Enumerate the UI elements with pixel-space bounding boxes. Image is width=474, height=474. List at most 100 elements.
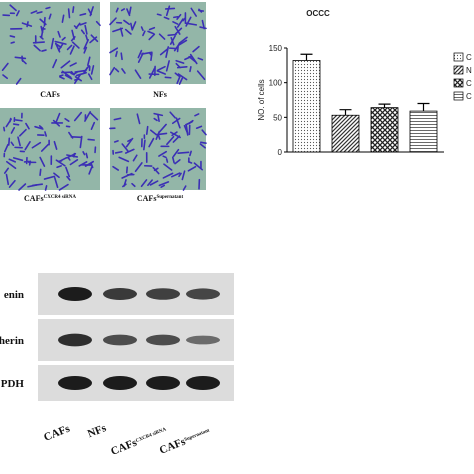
- cell: [159, 48, 169, 56]
- cell: [181, 170, 186, 181]
- cell: [120, 8, 126, 12]
- cell: [185, 16, 192, 27]
- cell: [83, 38, 90, 50]
- cell: [189, 150, 192, 157]
- cell: [48, 13, 52, 20]
- cell: [25, 122, 30, 130]
- cell: [170, 131, 181, 139]
- cell: [9, 117, 12, 123]
- cell: [177, 151, 190, 154]
- cell: [174, 159, 181, 165]
- cell: [50, 37, 55, 50]
- cell: [165, 158, 169, 163]
- cell: [61, 36, 66, 41]
- cell: [52, 59, 58, 69]
- cell: [120, 52, 123, 61]
- bar: [370, 107, 399, 153]
- cell: [19, 128, 27, 137]
- row-label: PDH: [1, 378, 25, 390]
- cell: [172, 21, 179, 25]
- cell: [9, 4, 17, 12]
- cell: [173, 43, 180, 52]
- cell: [166, 135, 175, 146]
- cell: [189, 53, 198, 65]
- cell: [39, 168, 42, 177]
- cell: [147, 179, 153, 187]
- cell: [88, 166, 93, 175]
- cell: [33, 44, 41, 52]
- cell: [79, 135, 83, 149]
- band: [58, 333, 92, 347]
- band: [186, 335, 220, 345]
- cell: [56, 165, 62, 169]
- cell: [90, 121, 96, 131]
- cell: [113, 140, 119, 143]
- cell: [126, 8, 131, 17]
- cell: [176, 13, 182, 20]
- cell: [43, 175, 56, 180]
- legend-swatch: [453, 52, 464, 62]
- y-tick-label: 150: [269, 44, 283, 53]
- cell: [32, 41, 45, 44]
- cell: [113, 117, 122, 121]
- label-text: CAFs: [137, 194, 157, 203]
- cell: [158, 123, 167, 133]
- cell: [172, 148, 180, 158]
- cell: [43, 16, 46, 27]
- band: [58, 376, 92, 390]
- cell: [45, 6, 51, 10]
- bar: [409, 110, 438, 153]
- cell: [155, 132, 168, 136]
- cell: [85, 152, 89, 159]
- label-text: NFs: [153, 90, 167, 99]
- cell: [79, 22, 87, 26]
- band: [103, 334, 137, 346]
- cell: [78, 161, 88, 167]
- cell: [140, 26, 144, 32]
- cell: [134, 162, 143, 173]
- cell: [59, 76, 65, 80]
- cell: [17, 136, 21, 147]
- bar: [292, 60, 321, 153]
- cell: [176, 18, 184, 28]
- cell: [54, 40, 67, 45]
- cell: [177, 73, 188, 81]
- cell: [61, 14, 65, 23]
- cell: [15, 10, 20, 17]
- cell: [190, 7, 197, 17]
- cell: [119, 27, 124, 37]
- cell: [65, 166, 71, 178]
- label-text: CAFs: [42, 422, 72, 443]
- y-tick-label: 0: [278, 148, 283, 157]
- cell: [143, 139, 146, 151]
- micrograph: [0, 108, 100, 190]
- cell: [174, 25, 181, 35]
- cell: [60, 60, 71, 69]
- cell: [123, 19, 130, 26]
- cell: [158, 181, 170, 187]
- cell: [162, 155, 167, 159]
- legend-label: C: [466, 92, 472, 101]
- cell: [74, 78, 80, 81]
- cell: [156, 13, 162, 16]
- cell: [115, 7, 119, 13]
- cell: [167, 33, 177, 37]
- lane-label: NFs: [86, 422, 109, 440]
- cell: [121, 143, 129, 152]
- cell: [169, 111, 176, 119]
- cell: [194, 113, 200, 117]
- cell: [193, 162, 203, 171]
- bar: [331, 114, 360, 153]
- cell: [90, 65, 95, 75]
- band: [103, 376, 137, 390]
- cell: [28, 160, 32, 166]
- cell: [195, 125, 203, 130]
- cell: [152, 166, 160, 175]
- cell: [84, 160, 95, 167]
- cell: [71, 41, 80, 49]
- cell: [121, 172, 133, 179]
- cell: [66, 44, 73, 51]
- cell: [85, 34, 89, 41]
- cell: [70, 72, 75, 76]
